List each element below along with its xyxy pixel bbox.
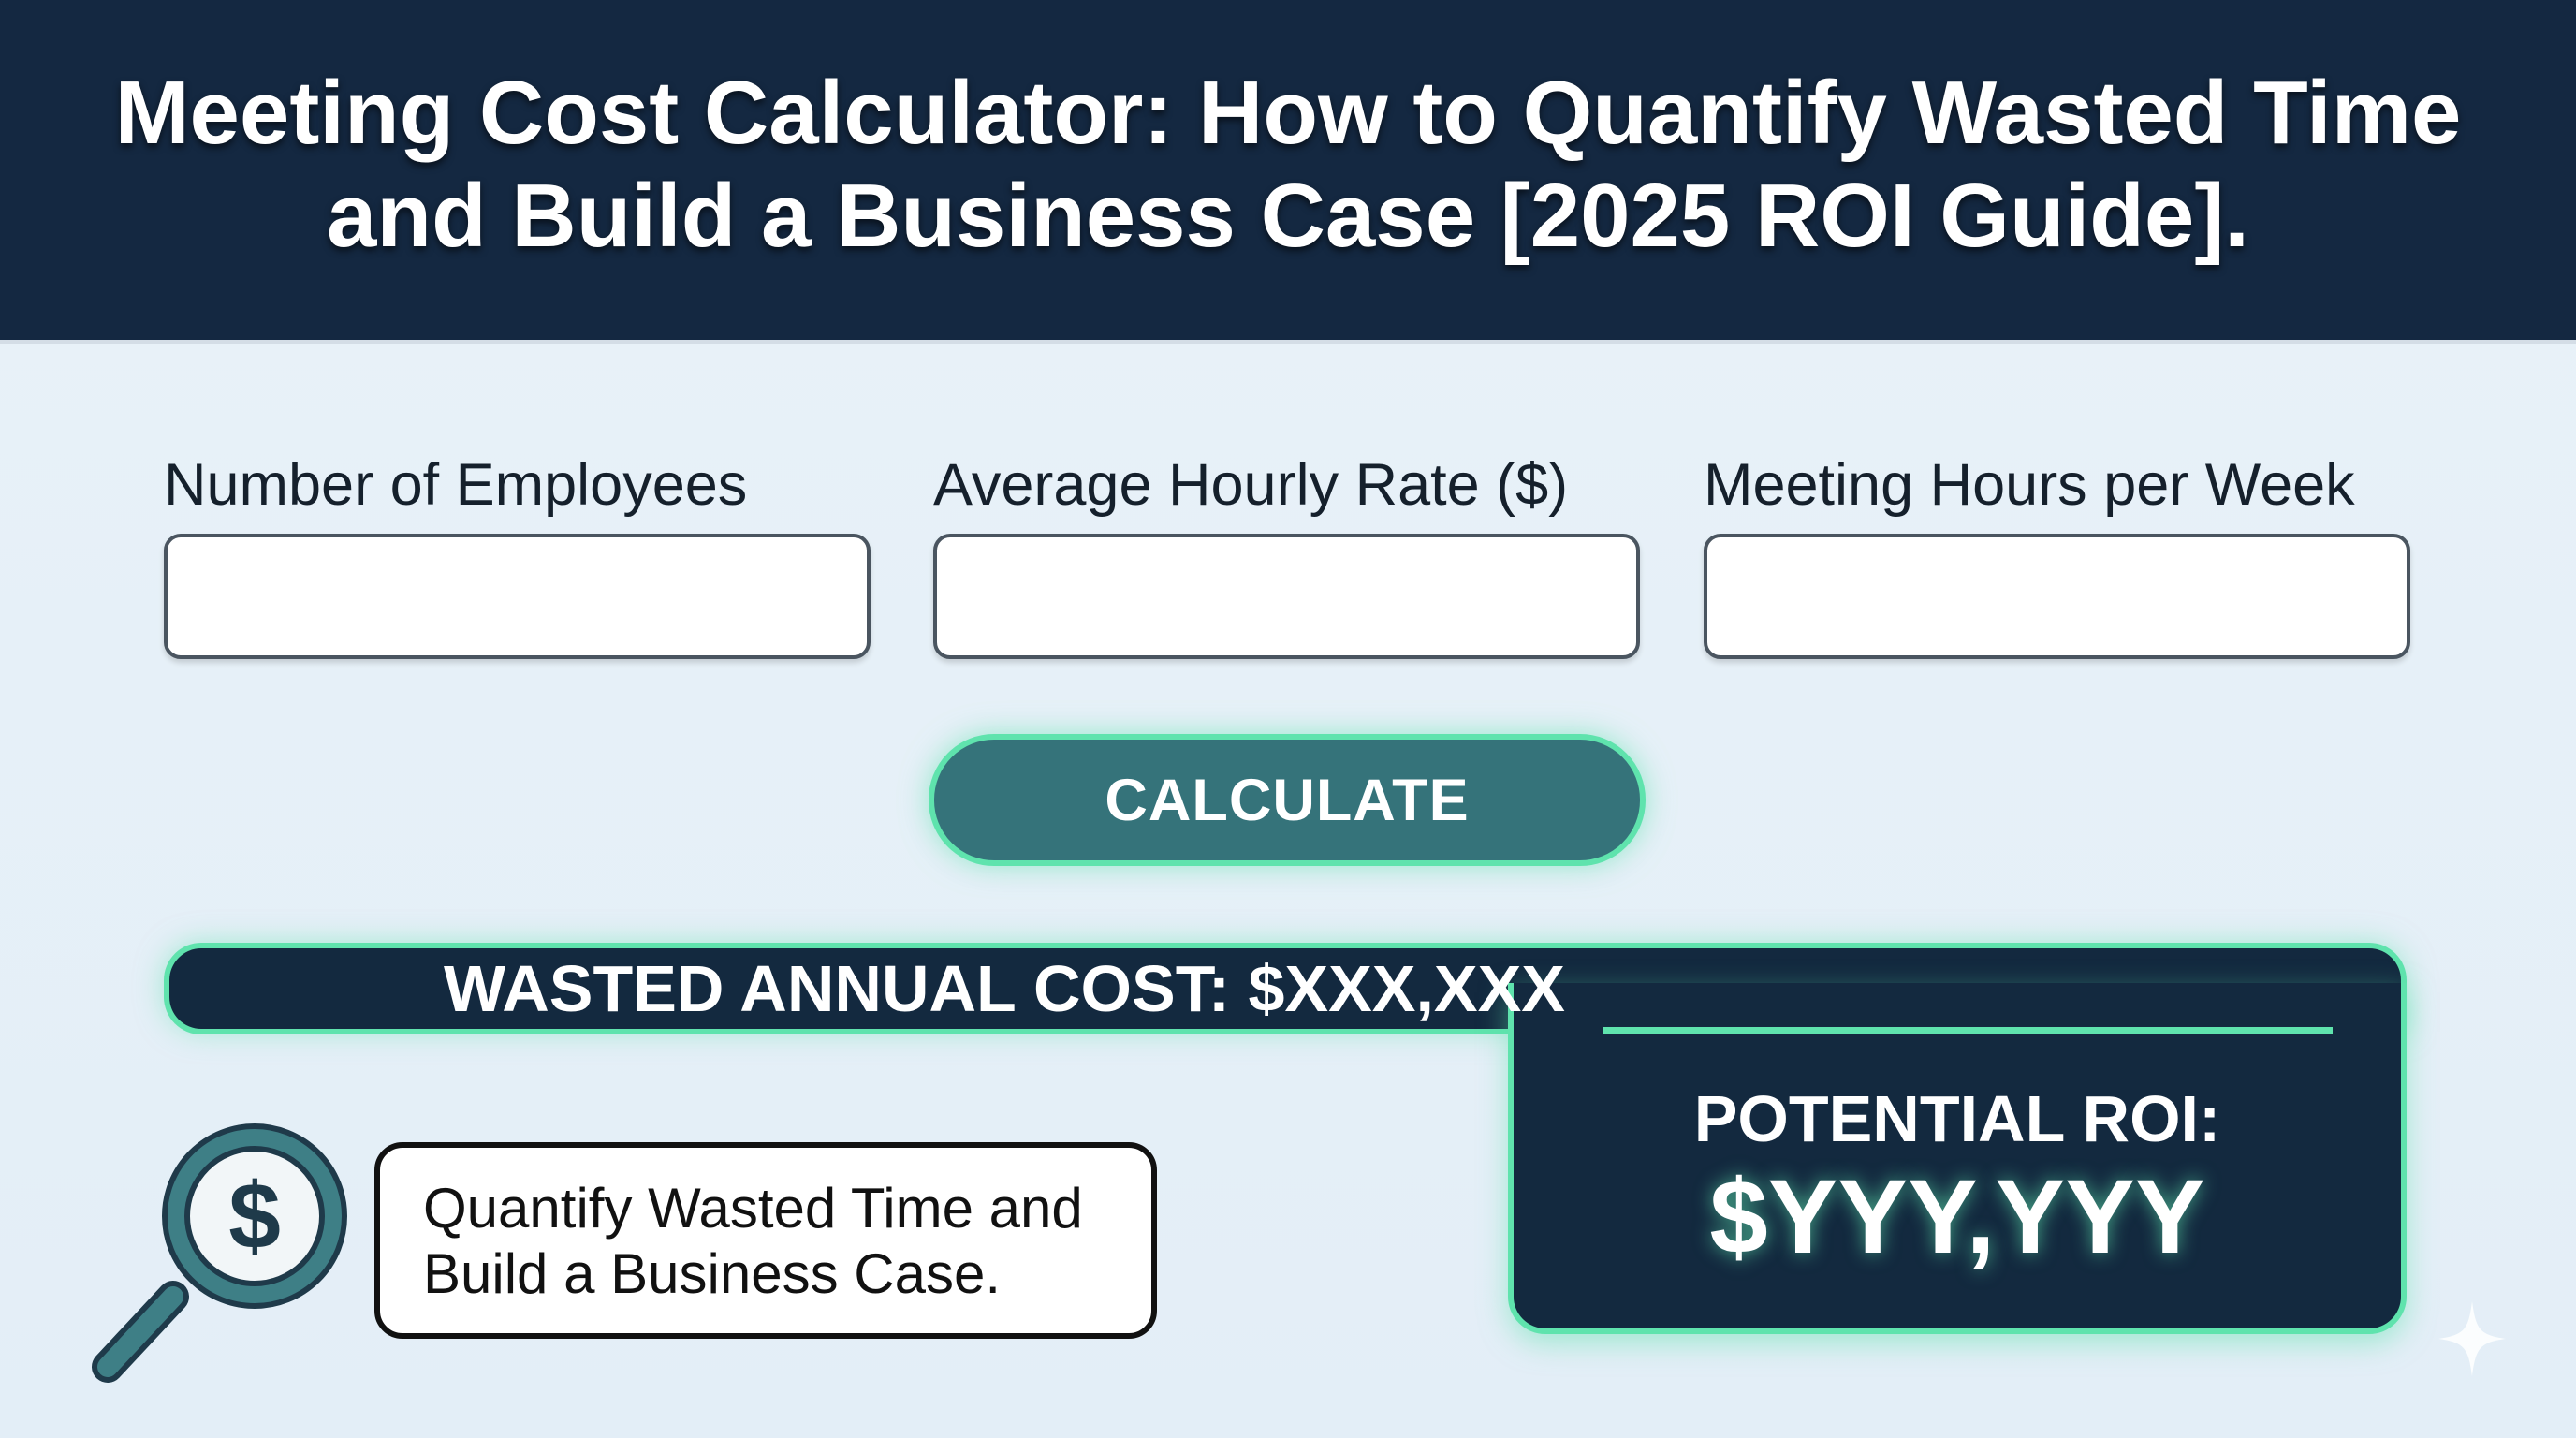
hourly-rate-input[interactable]: [933, 534, 1640, 659]
wasted-cost-text: WASTED ANNUAL COST: $XXX,XXX: [444, 952, 1565, 1025]
employees-label: Number of Employees: [164, 452, 748, 518]
employees-input[interactable]: [164, 534, 871, 659]
roi-value: $YYY,YYY: [1709, 1158, 2205, 1275]
roi-label: POTENTIAL ROI:: [1693, 1082, 2221, 1155]
header: Meeting Cost Calculator: How to Quantify…: [0, 0, 2576, 344]
summary-note: Quantify Wasted Time and Build a Busines…: [374, 1142, 1157, 1339]
sparkle-icon: [2438, 1301, 2506, 1376]
svg-text:$: $: [228, 1164, 281, 1269]
roi-panel: [1508, 983, 2407, 1334]
meeting-hours-input[interactable]: [1704, 534, 2410, 659]
wasted-cost-bar-bottom: [164, 992, 1521, 1034]
roi-divider: [1603, 1027, 2333, 1034]
hourly-rate-label: Average Hourly Rate ($): [933, 452, 1569, 518]
note-line-1: Quantify Wasted Time and: [423, 1177, 1083, 1240]
magnifier-dollar-icon: $: [92, 1123, 347, 1383]
page-title-line-1: Meeting Cost Calculator: How to Quantify…: [114, 62, 2462, 163]
calculate-button[interactable]: CALCULATE: [929, 734, 1646, 866]
page-title-line-2: and Build a Business Case [2025 ROI Guid…: [327, 165, 2249, 266]
note-line-2: Build a Business Case.: [423, 1242, 1001, 1305]
meeting-hours-label: Meeting Hours per Week: [1704, 452, 2355, 518]
